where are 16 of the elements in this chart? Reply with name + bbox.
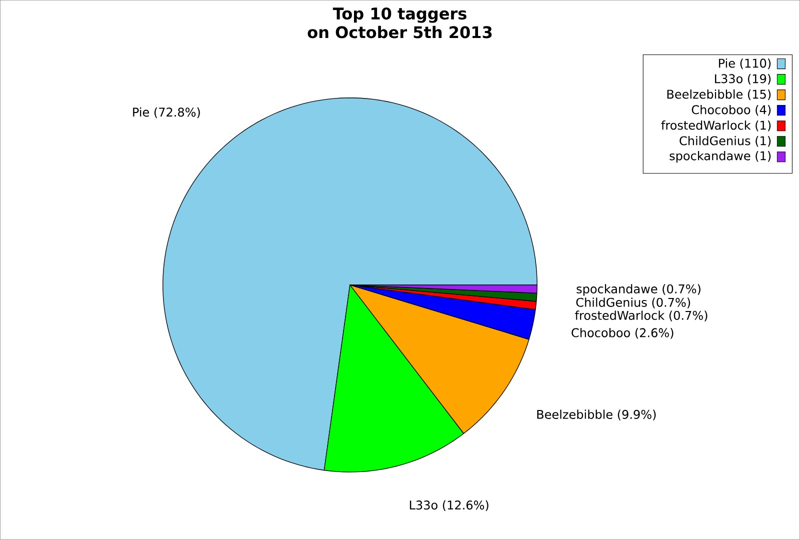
data-label: frostedWarlock (0.7%)	[575, 310, 708, 322]
data-label: spockandawe (0.7%)	[576, 284, 700, 296]
legend-label: spockandawe (1)	[670, 151, 771, 163]
legend-label: L33o (19)	[715, 74, 771, 85]
data-label: Chocoboo (2.6%)	[572, 328, 674, 339]
legend-label: Beelzebibble (15)	[667, 90, 771, 100]
data-label: L33o (12.6%)	[410, 500, 488, 512]
data-label: Beelzebibble (9.9%)	[537, 410, 656, 420]
legend-label: ChildGenius (1)	[680, 136, 771, 147]
legend-label: Chocoboo (4)	[692, 105, 771, 116]
data-label: ChildGenius (0.7%)	[576, 298, 690, 308]
data-label: Pie (72.8%)	[133, 107, 200, 118]
chart-subtitle: on October 5th 2013	[308, 26, 492, 38]
legend-label: Pie (110)	[718, 58, 771, 70]
legend-label: frostedWarlock (1)	[661, 120, 771, 132]
chart-title: Top 10 taggers	[332, 8, 466, 23]
